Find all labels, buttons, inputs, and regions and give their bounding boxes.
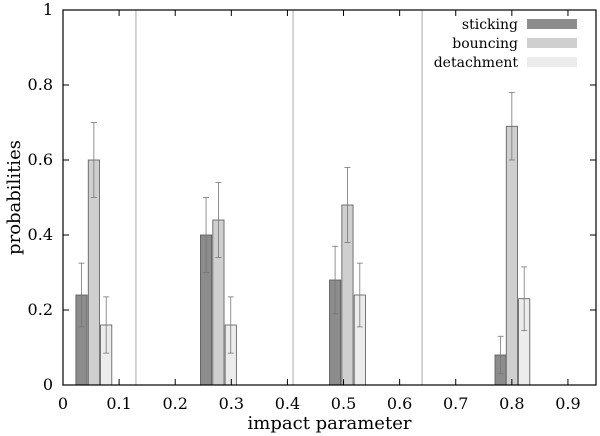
legend-swatch-detachment bbox=[527, 57, 577, 67]
x-tick-label-6: 0.6 bbox=[387, 394, 412, 413]
legend: sticking bouncing detachment bbox=[434, 17, 577, 71]
y-tick-labels: 0 0.2 0.4 0.6 0.8 1 bbox=[28, 0, 53, 394]
y-tick-label-5: 1 bbox=[43, 0, 53, 19]
x-tick-label-9: 0.9 bbox=[555, 394, 580, 413]
legend-swatch-bouncing bbox=[527, 38, 577, 48]
y-tick-label-3: 0.6 bbox=[28, 150, 53, 169]
x-tick-label-8: 0.8 bbox=[499, 394, 524, 413]
x-tick-label-4: 0.4 bbox=[275, 394, 300, 413]
x-tick-label-3: 0.3 bbox=[219, 394, 244, 413]
bar-bouncing-3 bbox=[505, 125, 518, 386]
bars-layer bbox=[75, 125, 531, 386]
y-tick-label-1: 0.2 bbox=[28, 300, 53, 319]
separator-lines bbox=[135, 10, 423, 385]
y-axis-label: probabilities bbox=[4, 140, 25, 255]
legend-swatch-sticking bbox=[527, 19, 577, 29]
x-tick-label-0: 0 bbox=[58, 394, 68, 413]
x-tick-label-5: 0.5 bbox=[331, 394, 356, 413]
legend-label-sticking: sticking bbox=[462, 17, 518, 33]
x-axis-label: impact parameter bbox=[248, 413, 412, 434]
x-tick-labels: 0 0.1 0.2 0.3 0.4 0.5 0.6 0.7 0.8 0.9 bbox=[58, 394, 581, 413]
y-tick-label-4: 0.8 bbox=[28, 75, 53, 94]
y-tick-label-2: 0.4 bbox=[28, 225, 53, 244]
legend-label-detachment: detachment bbox=[434, 55, 519, 71]
plot-frame bbox=[62, 9, 597, 386]
error-bars-layer bbox=[78, 92, 528, 375]
x-tick-label-2: 0.2 bbox=[162, 394, 187, 413]
x-tick-label-1: 0.1 bbox=[106, 394, 131, 413]
x-tick-label-7: 0.7 bbox=[443, 394, 468, 413]
legend-label-bouncing: bouncing bbox=[452, 36, 518, 52]
y-tick-label-0: 0 bbox=[43, 375, 53, 394]
